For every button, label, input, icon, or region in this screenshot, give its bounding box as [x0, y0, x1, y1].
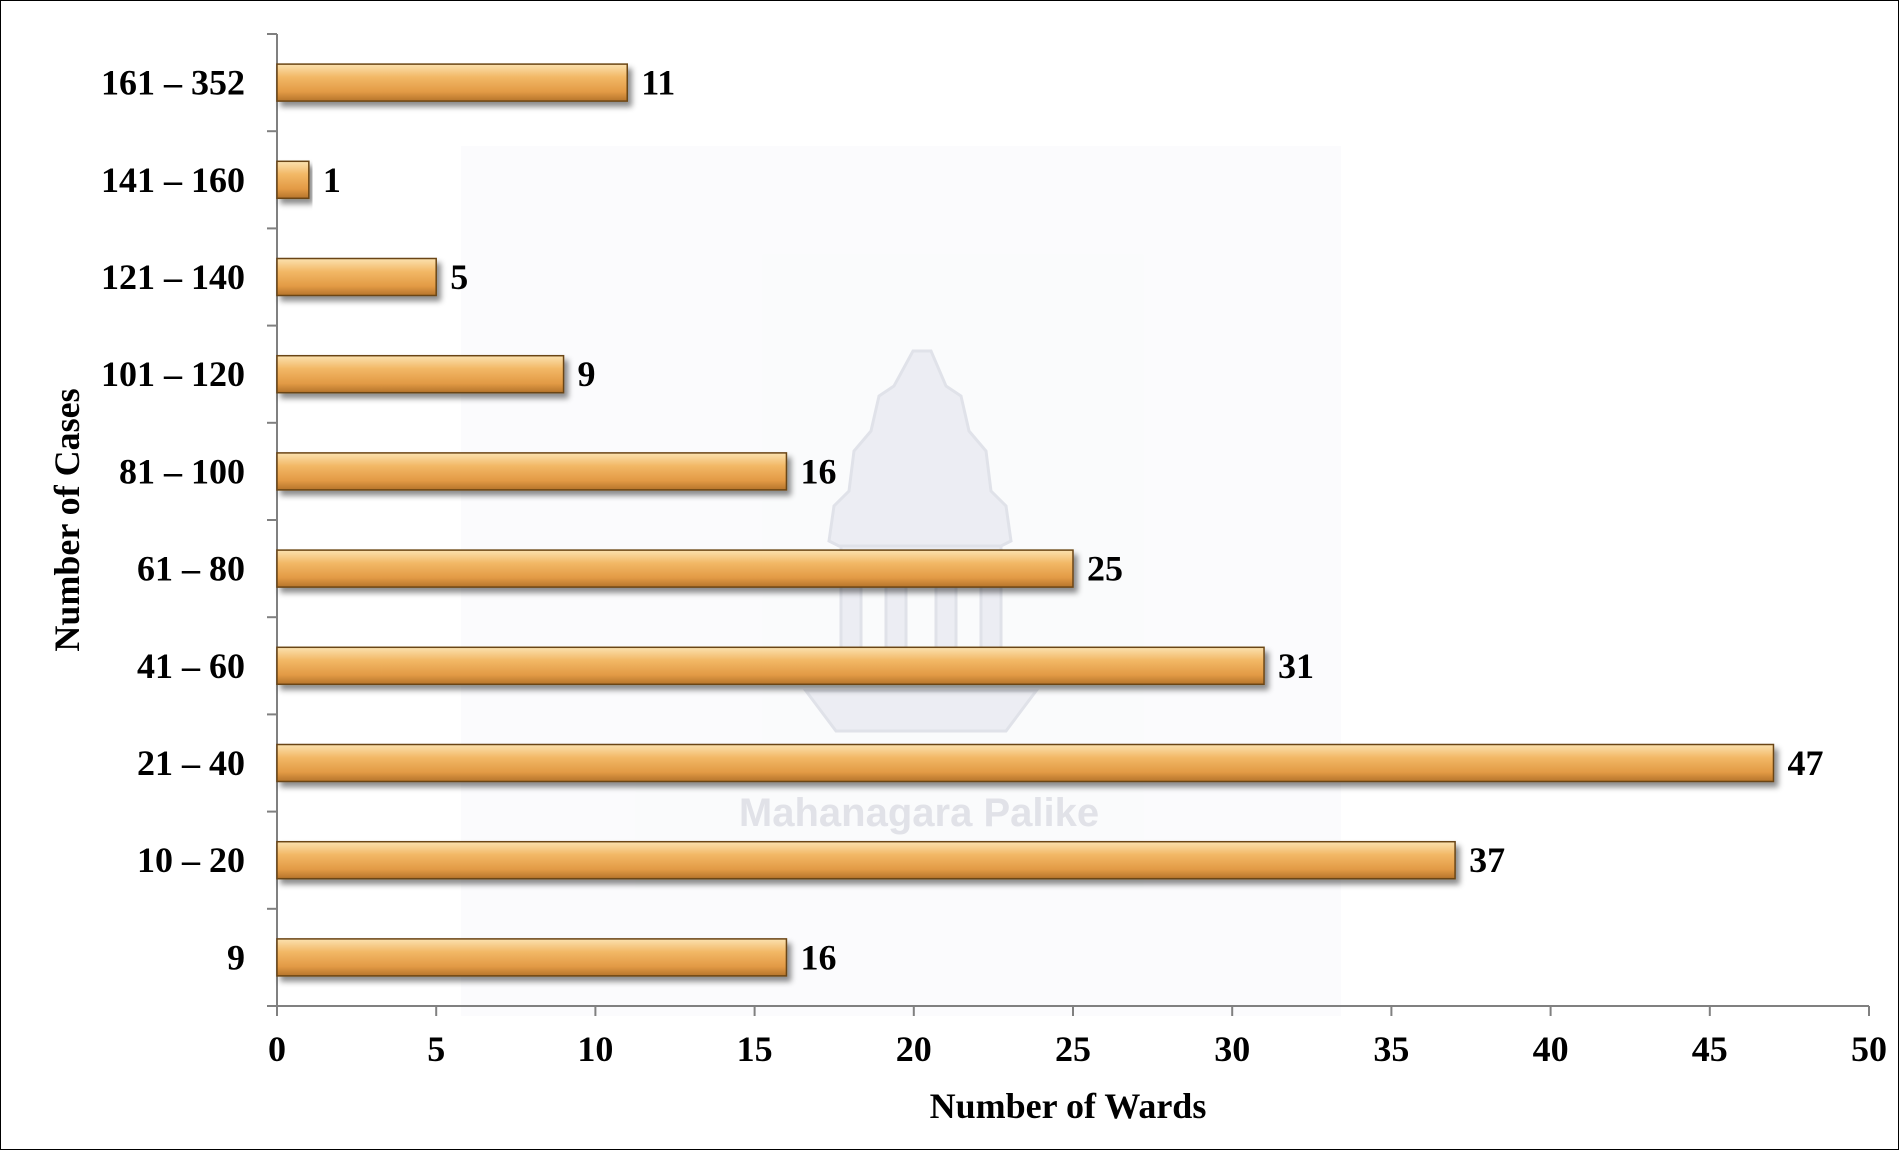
- y-tick-label: 61 – 80: [137, 549, 245, 589]
- x-tick-label: 5: [427, 1029, 445, 1069]
- bar: [276, 452, 788, 491]
- y-axis-title: Number of Cases: [47, 388, 87, 651]
- y-tick-label: 9: [227, 937, 245, 977]
- data-label: 1: [323, 160, 341, 200]
- watermark-text: Mahanagara Palike: [739, 791, 1099, 835]
- data-label: 11: [641, 63, 675, 103]
- bar: [276, 646, 1265, 686]
- x-tick-label: 30: [1214, 1029, 1250, 1069]
- y-tick-label: 121 – 140: [101, 257, 245, 297]
- x-tick-label: 20: [896, 1029, 932, 1069]
- data-label: 16: [800, 937, 836, 977]
- bar: [276, 840, 1456, 880]
- bar: [276, 549, 1074, 588]
- bar: [276, 257, 437, 297]
- data-label: 5: [450, 257, 468, 297]
- x-tick-label: 50: [1851, 1029, 1887, 1069]
- y-tick-label: 101 – 120: [101, 354, 245, 394]
- x-axis-title: Number of Wards: [930, 1086, 1207, 1126]
- y-tick-label: 161 – 352: [101, 63, 245, 103]
- x-tick-label: 35: [1373, 1029, 1409, 1069]
- y-tick-label: 81 – 100: [119, 451, 245, 491]
- x-tick-label: 45: [1692, 1029, 1728, 1069]
- data-label: 37: [1469, 840, 1505, 880]
- x-tick-label: 0: [268, 1029, 286, 1069]
- bar: [276, 160, 310, 200]
- bar: [276, 63, 628, 102]
- data-label: 47: [1787, 743, 1823, 783]
- x-tick-label: 10: [577, 1029, 613, 1069]
- bar: [276, 938, 788, 977]
- y-tick-label: 10 – 20: [137, 840, 245, 880]
- y-tick-label: 41 – 60: [137, 646, 245, 686]
- x-tick-label: 40: [1533, 1029, 1569, 1069]
- bar: [276, 354, 565, 394]
- x-tick-label: 25: [1055, 1029, 1091, 1069]
- data-label: 16: [800, 451, 836, 491]
- data-label: 31: [1278, 646, 1314, 686]
- data-label: 25: [1087, 549, 1123, 589]
- y-tick-label: 21 – 40: [137, 743, 245, 783]
- bar: [276, 743, 1775, 783]
- data-label: 9: [578, 354, 596, 394]
- y-tick-label: 141 – 160: [101, 160, 245, 200]
- x-tick-label: 15: [737, 1029, 773, 1069]
